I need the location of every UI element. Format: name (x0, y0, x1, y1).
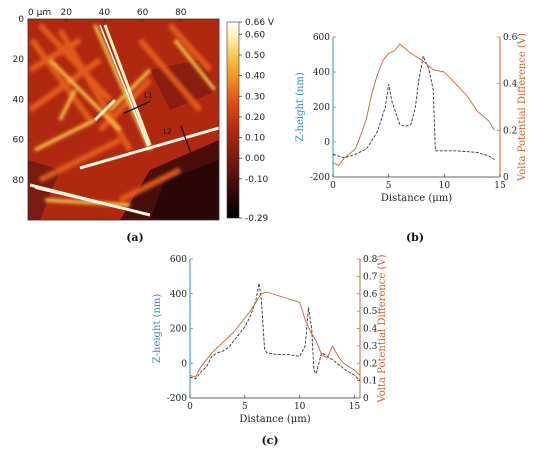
ytick-right-label: 0.6 (363, 290, 378, 300)
colorbar-ticks: 0.66 V 0.60 0.50 0.40 0.30 0.20 0.10 0.00 -0.10 -… (239, 18, 275, 224)
x-axis-label: Distance (μm) (381, 193, 452, 204)
xtick-label: 0 (330, 181, 336, 191)
ytick-left-label: 0 (324, 138, 330, 148)
panel-label: (b) (406, 231, 424, 244)
map-axes: 0 µm 20 40 60 80 0 20 40 60 80 (13, 8, 187, 186)
y-axis-left-label: Z-height (nm) (152, 294, 163, 364)
colorbar-tick-label: 0.00 (245, 154, 265, 164)
x-axis-label: Distance (μm) (239, 414, 310, 425)
ytick-right-label: 0.7 (363, 272, 378, 282)
linescan-l2-label: L2 (163, 128, 171, 136)
colorbar-tick-label: 0.20 (245, 113, 265, 123)
ytick-right-label: 0.4 (503, 80, 518, 90)
linescan-l2-line (180, 125, 191, 152)
panel-label-a: (a) (126, 231, 144, 244)
xtick-label: 0 (187, 402, 193, 412)
colorbar-tick-label: 0.30 (245, 92, 265, 102)
linescan-l1-label: L1 (144, 91, 152, 99)
colorbar-tick-label: 0.10 (245, 134, 265, 144)
colorbar-tick-label: -0.29 (245, 214, 269, 224)
map-annotations: L1 L2 (123, 91, 191, 152)
map-xtick-label: 0 µm (28, 8, 51, 18)
ytick-right-label: 0.4 (363, 325, 378, 335)
xtick-label: 15 (349, 402, 361, 412)
map-frame (27, 18, 220, 221)
colorbar-tick-label: 0.40 (245, 72, 265, 82)
map-ytick-label: 0 (18, 15, 24, 25)
ytick-left-label: 200 (313, 103, 330, 113)
y-axis-left-label: Z-height (nm) (295, 72, 306, 142)
map-xtick-label: 20 (60, 8, 72, 18)
ytick-left-label: 600 (313, 33, 330, 43)
xtick-label: 10 (439, 181, 451, 191)
ytick-left-label: 600 (170, 255, 187, 265)
panel-label: (c) (261, 434, 278, 447)
volta-potential-series-line (189, 291, 361, 378)
map-ytick-label: 60 (13, 136, 25, 146)
panel-a: 0 µm 20 40 60 80 0 20 40 60 80 L1 L2 0.66 V 0.60 0.5… (13, 8, 275, 244)
panel-c: 0 5 10 15-200020040060000.10.20.30.40.50.60… (152, 254, 388, 447)
xtick-label: 10 (294, 402, 306, 412)
ytick-right-label: 0.3 (363, 342, 378, 352)
ytick-right-label: 0.5 (363, 307, 378, 317)
ytick-left-label: 400 (313, 68, 330, 78)
ytick-right-label: 0.1 (363, 377, 377, 387)
ytick-left-label: -200 (310, 173, 330, 183)
volta-potential-series-line (332, 43, 495, 166)
map-xtick-label: 40 (99, 8, 111, 18)
xtick-label: 15 (494, 181, 506, 191)
colorbar-tick-label: 0.66 V (245, 18, 275, 28)
ytick-right-label: 0.6 (503, 33, 518, 43)
linescan-l1-line (123, 100, 151, 115)
ytick-left-label: 200 (170, 325, 187, 335)
z-height-series-line (332, 55, 495, 160)
ytick-right-label: 0.8 (363, 255, 378, 265)
map-ytick-label: 40 (13, 95, 25, 105)
colorbar-tick-label: 0.50 (245, 51, 265, 61)
map-ytick-label: 20 (13, 55, 25, 65)
map-ytick-label: 80 (13, 176, 25, 186)
colorbar (226, 21, 240, 219)
ytick-left-label: -200 (167, 394, 187, 404)
colorbar-tick-label: -0.10 (245, 175, 269, 185)
z-height-series-line (189, 282, 361, 381)
ytick-right-label: 0 (363, 394, 369, 404)
map-xtick-label: 60 (137, 8, 149, 18)
ytick-right-label: 0.2 (503, 126, 517, 136)
xtick-label: 5 (242, 402, 248, 412)
ytick-right-label: 0.2 (363, 359, 377, 369)
colorbar-tick-label: 0.60 (245, 30, 265, 40)
ytick-left-label: 400 (170, 290, 187, 300)
ytick-left-label: 0 (181, 359, 187, 369)
map-xtick-label: 80 (175, 8, 187, 18)
y-axis-right-label: Volta Potential Difference (V) (377, 254, 388, 403)
y-axis-right-label: Volta Potential Difference (V) (517, 33, 528, 182)
potential-map-image (28, 19, 219, 220)
xtick-label: 5 (386, 181, 392, 191)
ytick-right-label: 0 (503, 173, 509, 183)
